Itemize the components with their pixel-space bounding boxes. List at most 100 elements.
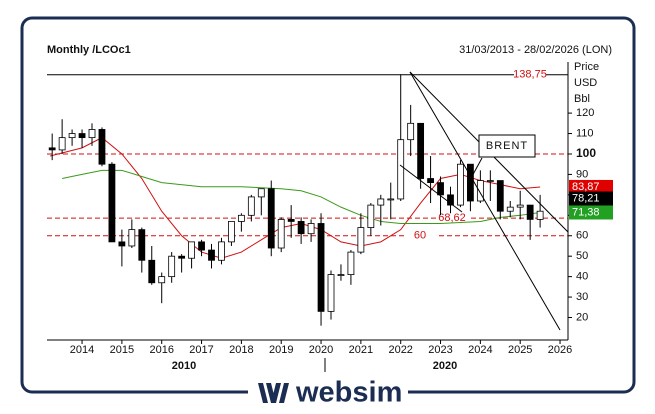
x-tick-label: 2015 — [110, 344, 134, 356]
x-tick-label: 2017 — [189, 344, 213, 356]
candle-body — [407, 122, 415, 141]
last-value-label: 78,21 — [572, 192, 600, 204]
candle-body — [118, 241, 126, 247]
trend-line — [399, 164, 463, 213]
candle-body — [397, 139, 405, 200]
candle-body — [437, 182, 444, 196]
candle-body — [297, 221, 305, 235]
candle-body — [68, 133, 76, 139]
last-value-box — [569, 179, 613, 194]
candle-body — [347, 251, 355, 275]
y-axis-label: Price — [574, 61, 599, 73]
y-tick-label: 90 — [576, 168, 588, 180]
candle-body — [367, 204, 375, 228]
level-label-bg — [436, 212, 468, 224]
last-value-box — [569, 191, 613, 206]
x-tick-label: 2026 — [548, 344, 572, 356]
candle-body — [417, 122, 425, 179]
candle-body — [198, 241, 205, 251]
y-tick-label: 120 — [576, 107, 594, 119]
logo-icon — [258, 383, 289, 403]
y-tick-label: 110 — [576, 127, 594, 139]
x-tick-label: 2019 — [269, 344, 293, 356]
level-label-bg — [404, 229, 436, 241]
last-value-box — [569, 205, 613, 220]
candle-body — [516, 204, 524, 208]
y-tick-label: 100 — [576, 146, 596, 160]
candle-body — [98, 129, 106, 165]
candle-body — [427, 178, 434, 184]
candle-body — [257, 188, 265, 198]
x-tick-label: 2024 — [468, 344, 492, 356]
candle-body — [536, 210, 544, 220]
candle-body — [48, 147, 56, 151]
annotation-leader — [469, 157, 483, 181]
chart-title: Monthly /LCOc1 — [47, 44, 131, 56]
moving-average — [62, 169, 541, 224]
candle-body — [168, 255, 176, 278]
candle-body — [138, 229, 146, 261]
last-value-label: 71,38 — [572, 206, 600, 218]
level-label-bg — [514, 68, 546, 80]
x-tick-label: 2018 — [229, 344, 253, 356]
candle-body — [357, 227, 365, 253]
candle-body — [208, 249, 215, 261]
candle-body — [277, 218, 285, 249]
annotation: BRENT — [486, 140, 528, 152]
x-tick-label: 2023 — [428, 344, 452, 356]
trend-line — [409, 71, 561, 331]
candle-body — [58, 137, 66, 151]
level-label: 68,62 — [438, 212, 466, 224]
candle-body — [108, 163, 116, 243]
candle-body — [467, 163, 474, 202]
candle-body — [287, 218, 295, 222]
candle-body — [526, 204, 534, 220]
candle-body — [128, 229, 136, 247]
y-axis-label: Bbl — [574, 93, 590, 105]
candle-body — [158, 276, 166, 284]
date-range: 31/03/2013 - 28/02/2026 (LON) — [459, 44, 612, 56]
candle-body — [307, 223, 315, 235]
candle-body — [447, 194, 454, 206]
y-axis-label: USD — [574, 77, 597, 89]
candle-body — [88, 129, 96, 139]
candle-body — [78, 133, 86, 139]
decade-label: 2010 — [172, 360, 196, 372]
plot: PriceUSDBbl20304050607080901001101202014… — [47, 61, 613, 356]
level-label: 60 — [414, 230, 426, 242]
candle-body — [476, 180, 484, 202]
candle-body — [218, 241, 225, 261]
candle-body — [457, 163, 464, 206]
candle-body — [247, 196, 255, 216]
y-tick-label: 40 — [576, 271, 588, 283]
x-tick-label: 2014 — [70, 344, 94, 356]
annotation-box — [478, 134, 536, 158]
candle-body — [178, 255, 186, 259]
candle-body — [188, 241, 195, 259]
x-tick-label: 2021 — [349, 344, 373, 356]
x-tick-label: 2022 — [388, 344, 412, 356]
last-value-label: 83,87 — [572, 181, 600, 193]
candle-body — [486, 180, 494, 182]
candle-body — [148, 259, 156, 284]
decade-label: 2020 — [433, 360, 457, 372]
y-tick-label: 60 — [576, 230, 588, 242]
x-tick-label: 2016 — [149, 344, 173, 356]
y-tick-label: 20 — [576, 311, 588, 323]
candle-body — [337, 274, 345, 276]
candle-body — [317, 223, 325, 312]
x-tick-label: 2020 — [309, 344, 333, 356]
candle-body — [377, 198, 385, 206]
candle-body — [387, 198, 395, 201]
level-label: 138,75 — [513, 69, 547, 81]
candle-body — [327, 274, 335, 312]
y-tick-label: 30 — [576, 291, 588, 303]
candle-body — [267, 188, 275, 249]
candle-body — [228, 221, 235, 243]
y-tick-label: 50 — [576, 250, 588, 262]
candle-body — [496, 180, 504, 212]
x-tick-label: 2025 — [508, 344, 532, 356]
candle-body — [237, 214, 245, 222]
brand: websim — [295, 377, 402, 409]
